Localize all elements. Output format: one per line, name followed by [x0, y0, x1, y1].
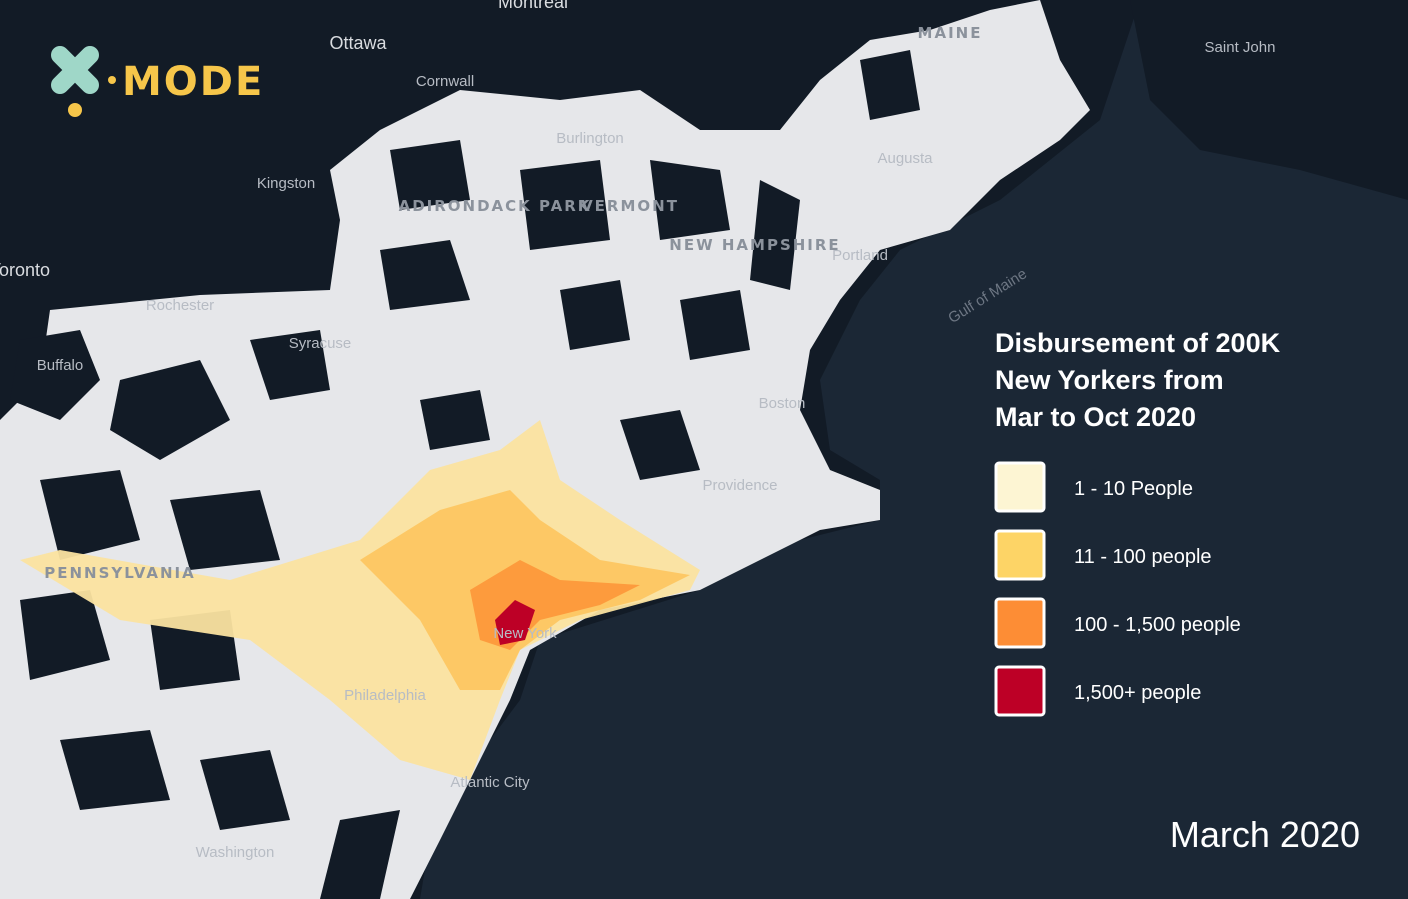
legend-label: 11 - 100 people	[1074, 546, 1212, 568]
place-label: Toronto	[0, 260, 50, 280]
place-label: NEW HAMPSHIRE	[669, 236, 840, 254]
title-line: New Yorkers from	[995, 365, 1224, 395]
place-label: ADIRONDACK PARK	[399, 197, 592, 215]
place-label: Saint John	[1205, 39, 1276, 56]
legend-swatch	[994, 529, 1046, 581]
place-label: Augusta	[877, 150, 933, 167]
land-dark	[1130, 0, 1408, 200]
legend-swatch	[994, 597, 1046, 649]
place-label: Syracuse	[289, 335, 352, 352]
date: March 2020	[1170, 814, 1360, 855]
logo-mark	[51, 46, 99, 94]
place-label: Montreal	[498, 0, 568, 12]
logo: MODE	[51, 46, 264, 117]
place-label: Ottawa	[329, 33, 387, 53]
place-label: Burlington	[556, 130, 624, 147]
logo-dot	[108, 76, 116, 84]
legend-label: 100 - 1,500 people	[1074, 614, 1241, 636]
coverage-top	[495, 600, 535, 645]
place-label: Rochester	[146, 297, 214, 314]
title: Disbursement of 200K New Yorkers from Mar …	[995, 328, 1281, 432]
place-label: Atlantic City	[450, 774, 530, 791]
logo-text: MODE	[122, 59, 264, 105]
legend-swatch	[994, 461, 1046, 513]
legend-label: 1,500+ people	[1074, 682, 1201, 704]
place-label: Cornwall	[416, 73, 474, 90]
place-label: Providence	[702, 477, 777, 494]
logo-dot	[68, 103, 82, 117]
place-label: PENNSYLVANIA	[44, 564, 195, 582]
place-label: MAINE	[918, 24, 983, 42]
place-label: VERMONT	[581, 197, 679, 215]
place-label: Philadelphia	[344, 687, 426, 704]
legend-label: 1 - 10 People	[1074, 478, 1193, 500]
place-label: Boston	[759, 395, 806, 412]
title-line: Mar to Oct 2020	[995, 402, 1196, 432]
title-line: Disbursement of 200K	[995, 328, 1281, 358]
legend: 1 - 10 People 11 - 100 people 100 - 1,500 …	[994, 461, 1241, 717]
place-label: Kingston	[257, 175, 315, 192]
place-label: Buffalo	[37, 357, 83, 374]
legend-swatch	[994, 665, 1046, 717]
place-label: New York	[493, 625, 557, 642]
place-label: Portland	[832, 247, 888, 264]
place-label: Washington	[196, 844, 275, 861]
